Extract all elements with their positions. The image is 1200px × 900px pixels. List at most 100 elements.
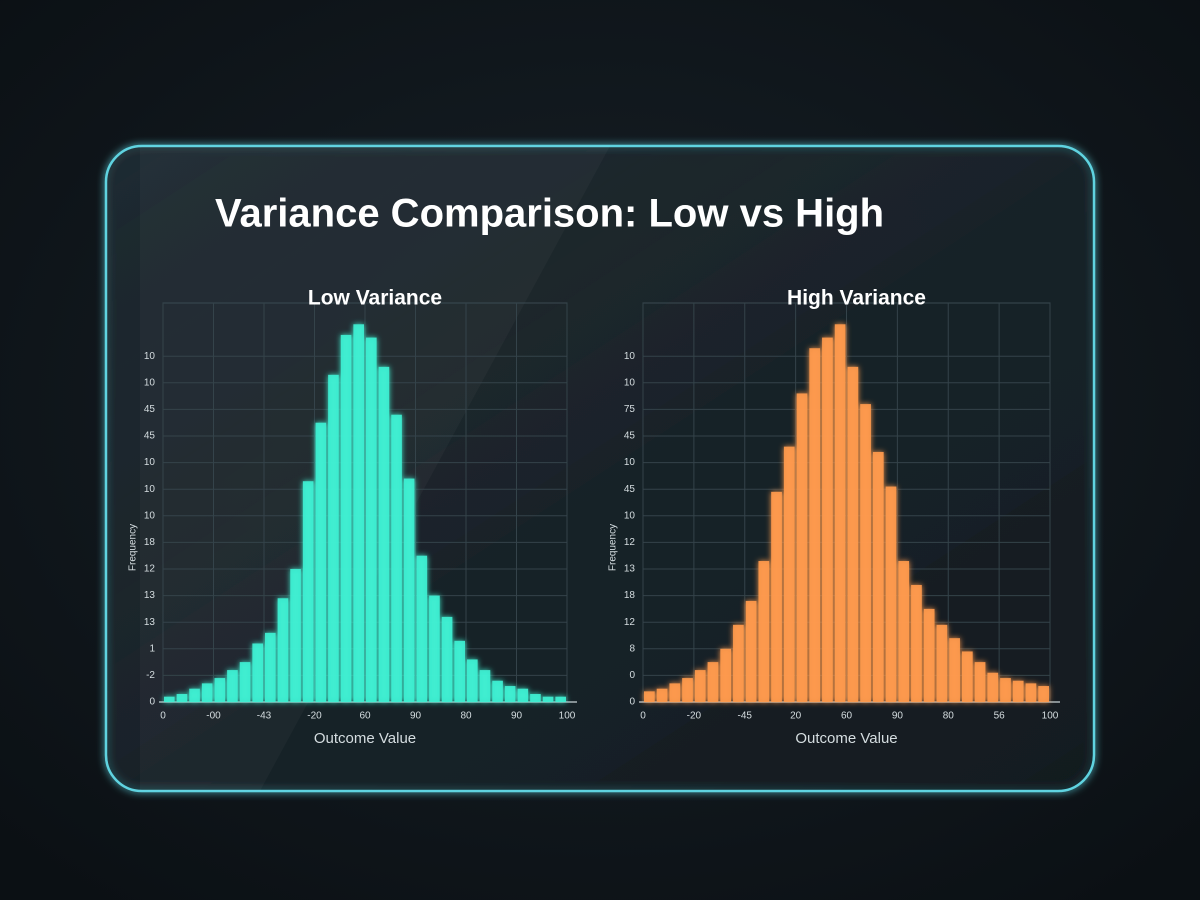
bar bbox=[164, 696, 175, 702]
x-tick-label: 60 bbox=[841, 711, 853, 722]
bar bbox=[885, 486, 897, 702]
y-tick-label: 0 bbox=[629, 670, 635, 681]
y-tick-label: 13 bbox=[144, 590, 156, 601]
bar bbox=[809, 348, 821, 702]
x-axis-title: Outcome Value bbox=[314, 730, 416, 747]
y-axis-title: Frequency bbox=[608, 524, 619, 571]
bar bbox=[340, 334, 352, 702]
bar bbox=[366, 337, 377, 702]
bar bbox=[987, 672, 999, 702]
bar bbox=[454, 640, 465, 702]
bar bbox=[720, 648, 732, 702]
bar bbox=[265, 632, 276, 702]
bar bbox=[530, 694, 541, 702]
bar bbox=[555, 696, 566, 702]
y-tick-label: 8 bbox=[629, 643, 635, 654]
bar bbox=[227, 670, 238, 702]
bar bbox=[847, 366, 859, 702]
y-tick-label: 12 bbox=[624, 617, 636, 628]
bar bbox=[302, 481, 314, 702]
bar bbox=[656, 688, 668, 702]
bar bbox=[911, 584, 922, 702]
bar bbox=[682, 678, 693, 702]
x-tick-label: 0 bbox=[640, 711, 646, 722]
x-tick-label: 60 bbox=[359, 711, 371, 722]
bar bbox=[796, 393, 808, 702]
bar bbox=[441, 616, 453, 702]
x-tick-label: -00 bbox=[206, 711, 221, 722]
bar bbox=[694, 670, 706, 702]
x-tick-label: 100 bbox=[1042, 711, 1059, 722]
y-tick-label: 10 bbox=[624, 351, 636, 362]
y-tick-label: 1 bbox=[149, 643, 155, 654]
bar bbox=[745, 600, 757, 702]
bar bbox=[328, 374, 339, 702]
y-axis-title: Frequency bbox=[128, 524, 139, 571]
x-tick-label: 20 bbox=[790, 711, 802, 722]
x-axis-title: Outcome Value bbox=[795, 730, 897, 747]
bar bbox=[644, 691, 655, 702]
y-tick-label: 10 bbox=[144, 510, 156, 521]
y-tick-label: 75 bbox=[624, 404, 636, 415]
bar bbox=[936, 624, 948, 702]
y-tick-label: 45 bbox=[144, 404, 156, 415]
bar bbox=[974, 662, 986, 702]
y-tick-label: 45 bbox=[144, 431, 156, 442]
bar bbox=[733, 624, 744, 702]
y-tick-label: 10 bbox=[144, 484, 156, 495]
bars bbox=[644, 324, 1049, 702]
bar bbox=[176, 694, 188, 702]
x-tick-label: 90 bbox=[892, 711, 904, 722]
y-tick-label: 10 bbox=[144, 457, 156, 468]
bar bbox=[416, 555, 428, 702]
x-tick-label: -43 bbox=[257, 711, 272, 722]
bar bbox=[542, 696, 554, 702]
bar bbox=[239, 662, 251, 702]
bar bbox=[429, 595, 440, 702]
bar bbox=[403, 478, 415, 702]
y-tick-label: 0 bbox=[149, 697, 155, 708]
y-tick-label: 45 bbox=[624, 431, 636, 442]
bar bbox=[315, 422, 327, 702]
y-tick-label: -2 bbox=[146, 670, 155, 681]
bar bbox=[479, 670, 491, 702]
y-tick-label: 0 bbox=[629, 697, 635, 708]
bar bbox=[492, 680, 503, 702]
y-tick-label: 13 bbox=[624, 564, 636, 575]
y-tick-label: 18 bbox=[144, 537, 156, 548]
y-tick-label: 13 bbox=[144, 617, 156, 628]
bars bbox=[164, 324, 566, 702]
bar bbox=[669, 683, 681, 702]
bar bbox=[1012, 680, 1024, 702]
bar bbox=[1038, 686, 1049, 702]
bar bbox=[898, 561, 910, 702]
bar bbox=[189, 688, 200, 702]
bar bbox=[860, 404, 871, 702]
bar bbox=[504, 686, 516, 702]
bar bbox=[923, 608, 935, 702]
bar bbox=[201, 683, 213, 702]
bar bbox=[517, 688, 529, 702]
bar bbox=[353, 324, 364, 702]
bar bbox=[783, 446, 795, 702]
bar bbox=[378, 366, 390, 702]
y-tick-label: 10 bbox=[624, 510, 636, 521]
bar bbox=[277, 598, 289, 702]
x-tick-label: 100 bbox=[559, 711, 576, 722]
y-tick-label: 10 bbox=[144, 377, 156, 388]
x-tick-label: 80 bbox=[943, 711, 955, 722]
bar bbox=[391, 414, 402, 702]
y-tick-label: 18 bbox=[624, 590, 636, 601]
x-tick-label: -20 bbox=[687, 711, 702, 722]
bar bbox=[1025, 683, 1037, 702]
main-title: Variance Comparison: Low vs High bbox=[215, 192, 884, 236]
bar bbox=[949, 638, 960, 702]
y-tick-label: 12 bbox=[624, 537, 636, 548]
bar bbox=[758, 561, 770, 702]
x-tick-label: 0 bbox=[160, 711, 166, 722]
x-tick-label: 90 bbox=[410, 711, 422, 722]
